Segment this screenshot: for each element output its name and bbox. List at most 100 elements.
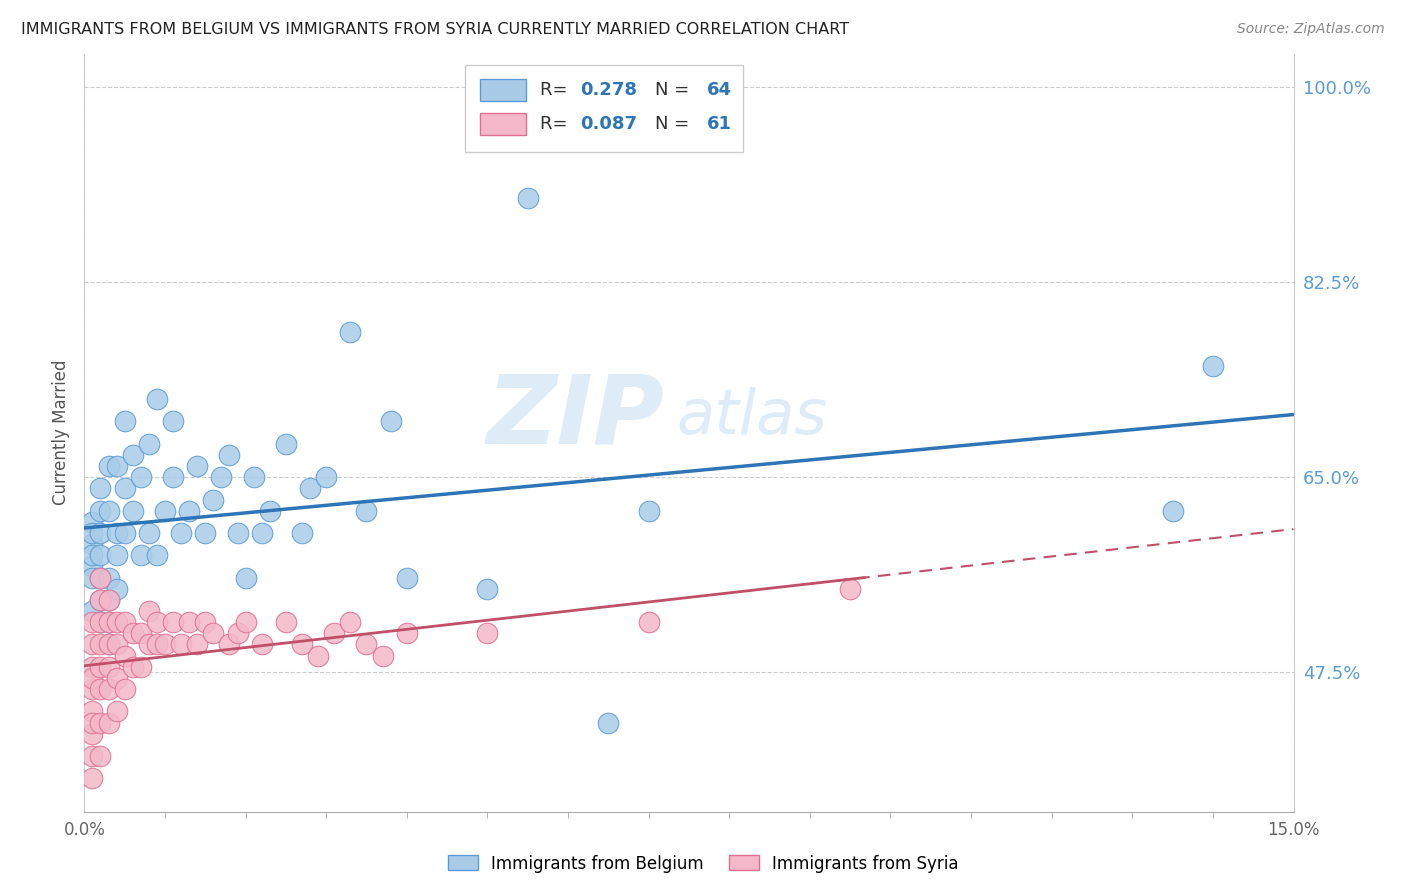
Point — [82, 727, 104, 741]
Point — [114, 482, 136, 496]
Point — [82, 549, 104, 563]
Point — [516, 192, 538, 206]
Point — [121, 660, 143, 674]
Text: R=: R= — [540, 115, 574, 133]
Point — [242, 470, 264, 484]
Point — [138, 437, 160, 451]
Point — [82, 615, 104, 630]
Point — [138, 638, 160, 652]
Point — [97, 660, 120, 674]
Point — [97, 615, 120, 630]
Point — [371, 648, 394, 663]
Point — [89, 593, 111, 607]
Point — [170, 526, 193, 541]
Point — [97, 638, 120, 652]
Point — [146, 549, 169, 563]
Point — [235, 615, 257, 630]
Point — [89, 593, 111, 607]
Point — [380, 415, 402, 429]
Point — [89, 638, 111, 652]
Point — [186, 638, 208, 652]
Point — [637, 615, 659, 630]
Point — [114, 682, 136, 697]
Text: Source: ZipAtlas.com: Source: ZipAtlas.com — [1237, 22, 1385, 37]
Point — [299, 482, 322, 496]
Point — [395, 571, 418, 585]
Point — [209, 470, 232, 484]
Point — [1161, 504, 1184, 518]
Point — [202, 492, 225, 507]
Point — [339, 326, 361, 340]
Text: 61: 61 — [707, 115, 733, 133]
Point — [114, 615, 136, 630]
Point — [1202, 359, 1225, 373]
Point — [250, 638, 273, 652]
Point — [97, 593, 120, 607]
Point — [105, 549, 128, 563]
Point — [129, 549, 152, 563]
FancyBboxPatch shape — [479, 112, 526, 136]
Point — [97, 615, 120, 630]
Point — [153, 638, 176, 652]
Point — [105, 526, 128, 541]
Point — [170, 638, 193, 652]
Point — [121, 448, 143, 462]
Point — [146, 615, 169, 630]
Point — [162, 470, 184, 484]
Point — [82, 526, 104, 541]
Point — [82, 515, 104, 529]
Point — [105, 705, 128, 719]
Point — [186, 459, 208, 474]
Point — [226, 526, 249, 541]
Point — [97, 504, 120, 518]
Point — [162, 615, 184, 630]
Point — [637, 504, 659, 518]
Point — [89, 504, 111, 518]
Point — [307, 648, 329, 663]
Point — [97, 638, 120, 652]
Point — [291, 638, 314, 652]
Legend: Immigrants from Belgium, Immigrants from Syria: Immigrants from Belgium, Immigrants from… — [441, 848, 965, 880]
Point — [89, 571, 111, 585]
Point — [105, 638, 128, 652]
Point — [82, 749, 104, 764]
Point — [114, 526, 136, 541]
Point — [97, 715, 120, 730]
Text: 64: 64 — [707, 81, 733, 99]
Point — [129, 660, 152, 674]
Point — [226, 626, 249, 640]
Point — [235, 571, 257, 585]
Point — [339, 615, 361, 630]
Text: R=: R= — [540, 81, 574, 99]
Point — [89, 571, 111, 585]
Point — [121, 626, 143, 640]
Point — [274, 615, 297, 630]
Text: N =: N = — [655, 81, 695, 99]
Point — [129, 626, 152, 640]
Point — [274, 437, 297, 451]
Point — [97, 593, 120, 607]
Point — [129, 470, 152, 484]
Point — [218, 448, 240, 462]
Point — [89, 615, 111, 630]
Point — [97, 571, 120, 585]
Point — [97, 682, 120, 697]
Text: 0.278: 0.278 — [581, 81, 637, 99]
Point — [82, 715, 104, 730]
Point — [89, 682, 111, 697]
Point — [82, 682, 104, 697]
Point — [138, 526, 160, 541]
Point — [105, 615, 128, 630]
Y-axis label: Currently Married: Currently Married — [52, 359, 70, 506]
FancyBboxPatch shape — [479, 78, 526, 102]
Point — [218, 638, 240, 652]
Point — [97, 459, 120, 474]
Point — [138, 604, 160, 618]
Point — [250, 526, 273, 541]
Point — [89, 482, 111, 496]
Point — [323, 626, 346, 640]
Point — [82, 671, 104, 685]
Point — [82, 604, 104, 618]
Point — [477, 626, 499, 640]
Point — [179, 615, 201, 630]
